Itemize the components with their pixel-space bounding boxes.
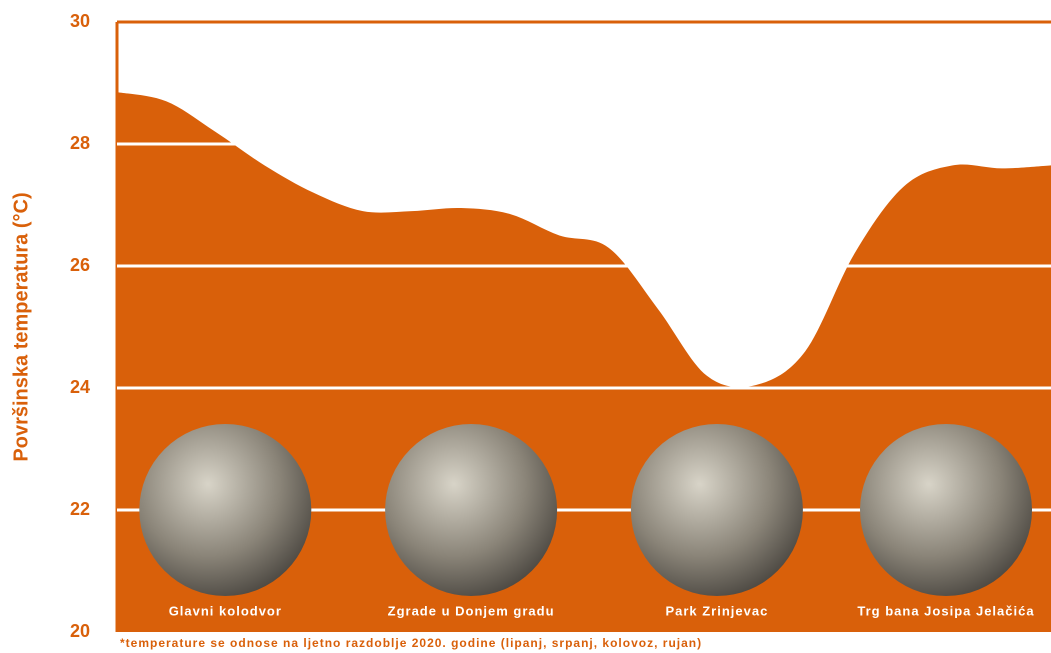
photo xyxy=(139,424,312,596)
photo xyxy=(860,424,1032,596)
y-tick-label: 22 xyxy=(70,499,90,519)
y-tick-label: 20 xyxy=(70,621,90,641)
photo xyxy=(630,424,803,596)
category-label: Park Zrinjevac xyxy=(665,603,768,618)
area xyxy=(117,92,1051,632)
y-tick-label: 24 xyxy=(70,377,90,397)
category-label: Trg bana Josipa Jelačića xyxy=(857,603,1034,618)
category-label: Zgrade u Donjem gradu xyxy=(388,603,555,618)
y-tick-label: 26 xyxy=(70,255,90,275)
y-tick-label: 28 xyxy=(70,133,90,153)
category-label: Glavni kolodvor xyxy=(169,603,282,618)
y-axis-label: Površinska temperatura (°C) xyxy=(10,192,32,461)
photo xyxy=(385,424,558,596)
y-tick-label: 30 xyxy=(70,11,90,31)
footnote: *temperature se odnose na ljetno razdobl… xyxy=(120,636,702,650)
